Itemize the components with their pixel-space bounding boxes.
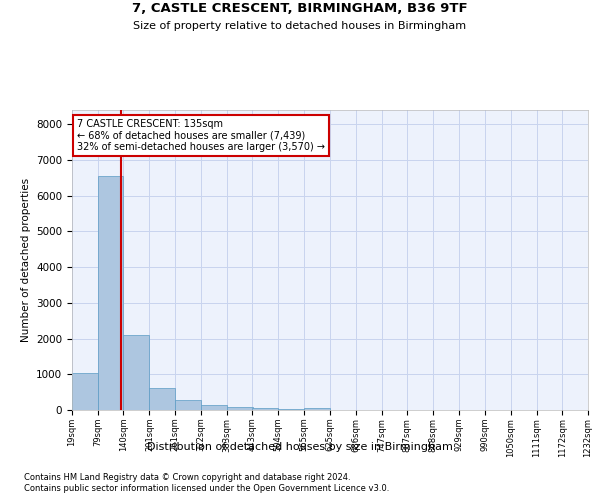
Bar xyxy=(278,408,304,410)
Text: 7, CASTLE CRESCENT, BIRMINGHAM, B36 9TF: 7, CASTLE CRESCENT, BIRMINGHAM, B36 9TF xyxy=(132,2,468,16)
Bar xyxy=(72,372,98,410)
Text: Size of property relative to detached houses in Birmingham: Size of property relative to detached ho… xyxy=(133,21,467,31)
Bar xyxy=(124,335,149,410)
Bar xyxy=(98,176,124,410)
Bar xyxy=(149,388,175,410)
Bar xyxy=(253,408,278,410)
Bar xyxy=(227,407,253,410)
Text: Distribution of detached houses by size in Birmingham: Distribution of detached houses by size … xyxy=(147,442,453,452)
Bar xyxy=(175,400,201,410)
Y-axis label: Number of detached properties: Number of detached properties xyxy=(20,178,31,342)
Bar xyxy=(201,406,227,410)
Bar xyxy=(304,408,330,410)
Text: 7 CASTLE CRESCENT: 135sqm
← 68% of detached houses are smaller (7,439)
32% of se: 7 CASTLE CRESCENT: 135sqm ← 68% of detac… xyxy=(77,119,325,152)
Text: Contains public sector information licensed under the Open Government Licence v3: Contains public sector information licen… xyxy=(24,484,389,493)
Text: Contains HM Land Registry data © Crown copyright and database right 2024.: Contains HM Land Registry data © Crown c… xyxy=(24,472,350,482)
